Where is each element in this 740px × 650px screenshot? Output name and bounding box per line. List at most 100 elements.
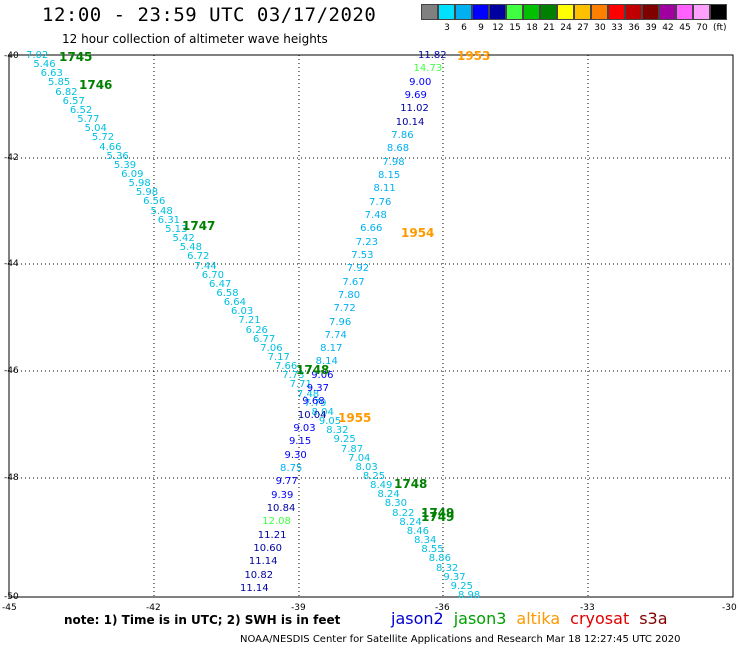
wave-height-value: 7.02 bbox=[26, 50, 49, 61]
color-scale-label: 42 bbox=[662, 23, 674, 33]
wave-height-value: 9.39 bbox=[271, 489, 294, 501]
wave-height-value: 7.79 bbox=[304, 397, 327, 409]
wave-height-value: 8.49 bbox=[370, 480, 393, 492]
wave-height-value: 7.96 bbox=[329, 316, 352, 328]
wave-height-value: 6.26 bbox=[245, 324, 268, 336]
color-swatch bbox=[489, 4, 506, 20]
wave-height-value: 11.14 bbox=[240, 583, 269, 594]
wave-height-value: 6.70 bbox=[201, 269, 224, 281]
wave-height-value: 7.73 bbox=[282, 370, 305, 382]
color-scale-label: 39 bbox=[645, 23, 657, 33]
wave-height-value: 7.53 bbox=[351, 249, 374, 261]
wave-height-value: 8.17 bbox=[320, 343, 343, 355]
wave-height-value: 6.64 bbox=[223, 297, 246, 309]
graticule bbox=[9, 55, 733, 597]
color-scale-unit: (ft) bbox=[713, 23, 727, 33]
legend-entry: jason2 bbox=[391, 609, 444, 628]
wave-height-value: 8.34 bbox=[414, 535, 437, 547]
color-swatch bbox=[625, 4, 642, 20]
wave-height-value: 8.68 bbox=[386, 143, 410, 155]
color-swatch bbox=[642, 4, 659, 20]
wave-height-value: 8.30 bbox=[384, 498, 408, 510]
wave-height-value: 8.24 bbox=[399, 516, 422, 528]
lon-tick: -33 bbox=[580, 603, 595, 613]
color-scale-label: 70 bbox=[696, 23, 708, 33]
pass-label: 1746 bbox=[79, 78, 113, 92]
wave-height-value: 8.22 bbox=[392, 507, 415, 519]
wave-height-value: 7.74 bbox=[324, 329, 347, 341]
wave-height-value: 8.55 bbox=[421, 544, 444, 556]
wave-height-value: 8.15 bbox=[377, 169, 401, 181]
color-scale-label: 15 bbox=[509, 23, 521, 33]
pass-label: 1748 bbox=[394, 477, 428, 491]
wave-height-value: 10.82 bbox=[244, 569, 274, 581]
color-scale-label: 6 bbox=[461, 23, 467, 33]
wave-height-value: 6.58 bbox=[216, 287, 239, 299]
color-swatch bbox=[506, 4, 523, 20]
wave-height-value: 9.68 bbox=[302, 396, 325, 408]
lon-tick: -45 bbox=[2, 603, 17, 613]
wave-height-value: 8.86 bbox=[428, 553, 451, 565]
color-scale-label: 30 bbox=[594, 23, 606, 33]
satellite-legend: jason2 jason3 altika cryosat s3a bbox=[391, 609, 678, 628]
wave-height-value: 6.03 bbox=[231, 306, 254, 318]
wave-height-value: 7.66 bbox=[274, 361, 298, 373]
lon-tick: -39 bbox=[291, 603, 306, 613]
pass-label: 1953 bbox=[457, 49, 491, 63]
lon-tick: -30 bbox=[722, 603, 737, 613]
wave-height-value: 5.72 bbox=[91, 132, 115, 144]
wave-height-value: 11.14 bbox=[248, 556, 278, 568]
lat-tick: -44 bbox=[4, 259, 19, 269]
wave-height-value: 5.36 bbox=[106, 150, 129, 162]
color-scale-label: 3 bbox=[444, 23, 450, 33]
color-swatch bbox=[438, 4, 455, 20]
wave-height-value: 6.63 bbox=[40, 68, 63, 80]
wave-height-value: 9.37 bbox=[306, 383, 330, 395]
wave-height-value: 5.98 bbox=[128, 178, 151, 190]
color-swatch bbox=[455, 4, 472, 20]
lon-tick: -36 bbox=[435, 603, 450, 613]
wave-height-value: 9.37 bbox=[443, 571, 466, 583]
wave-height-value: 8.11 bbox=[373, 183, 396, 195]
wave-height-value: 9.30 bbox=[284, 449, 307, 461]
wave-height-value: 8.32 bbox=[326, 425, 349, 437]
wave-height-value: 8.75 bbox=[280, 463, 303, 475]
wave-height-value: 10.84 bbox=[266, 503, 296, 515]
wave-height-value: 5.85 bbox=[47, 77, 71, 89]
wave-height-value: 10.60 bbox=[253, 543, 282, 555]
wave-height-value: 6.52 bbox=[69, 104, 93, 116]
wave-height-value: 5.98 bbox=[135, 187, 159, 199]
wave-height-value: 11.02 bbox=[400, 103, 429, 115]
wave-height-value: 5.39 bbox=[113, 159, 137, 171]
wave-height-value: 5.04 bbox=[84, 123, 107, 135]
lat-tick: -48 bbox=[4, 473, 19, 483]
color-swatch bbox=[676, 4, 693, 20]
wave-height-value: 9.06 bbox=[311, 369, 334, 381]
pass-label: 1749 bbox=[421, 510, 455, 524]
wave-height-value: 11.21 bbox=[257, 529, 287, 541]
wave-height-value: 5.46 bbox=[33, 59, 56, 71]
wave-height-value: 14.73 bbox=[413, 63, 443, 75]
lat-tick: -40 bbox=[4, 51, 19, 61]
lon-tick: -42 bbox=[146, 603, 161, 613]
wave-height-value: 5.48 bbox=[179, 242, 203, 254]
wave-height-value: 6.72 bbox=[187, 251, 210, 263]
legend-entry: cryosat bbox=[570, 609, 630, 628]
color-swatch bbox=[574, 4, 591, 20]
wave-height-value: 9.25 bbox=[450, 580, 473, 592]
wave-height-value: 7.67 bbox=[342, 276, 365, 288]
wave-height-value: 8.46 bbox=[406, 525, 429, 537]
wave-height-value: 7.21 bbox=[238, 315, 261, 327]
wave-height-value: 8.32 bbox=[436, 562, 459, 574]
wave-height-value: 8.98 bbox=[458, 590, 481, 601]
color-swatch bbox=[523, 4, 540, 20]
color-swatch bbox=[608, 4, 625, 20]
lat-tick: -46 bbox=[4, 366, 19, 376]
wave-height-value: 8.25 bbox=[362, 471, 386, 483]
wave-height-value: 5.13 bbox=[165, 223, 188, 235]
wave-height-value: 4.66 bbox=[99, 141, 122, 153]
pass-label: 1748 bbox=[296, 363, 330, 377]
color-scale-label: 9 bbox=[478, 23, 484, 33]
legend-entry: jason3 bbox=[453, 609, 507, 628]
page-title: 12:00 - 23:59 UTC 03/17/2020 bbox=[42, 4, 377, 26]
